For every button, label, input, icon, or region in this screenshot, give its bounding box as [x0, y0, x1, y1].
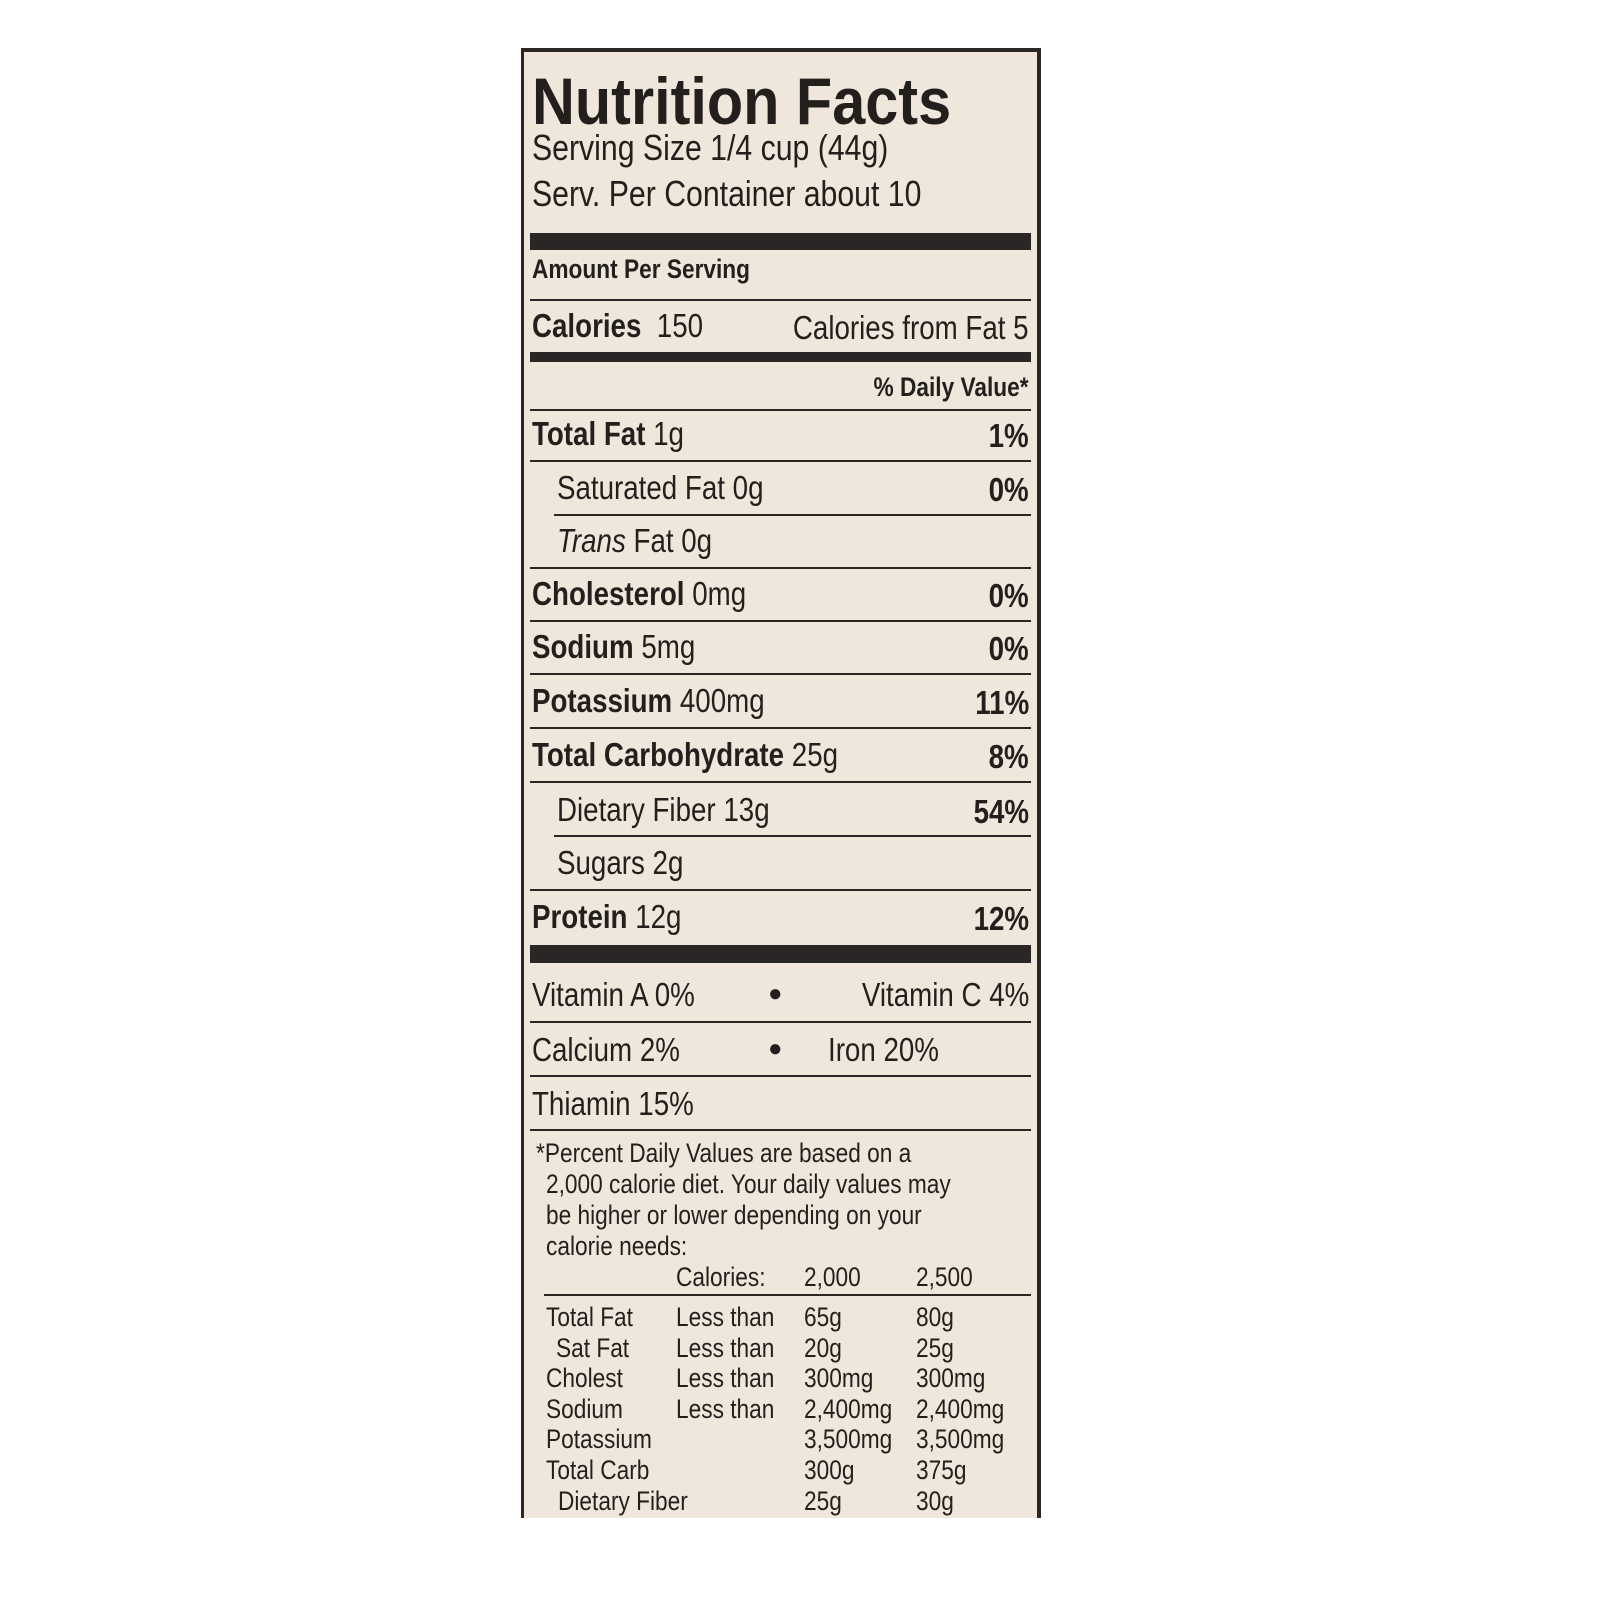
footnote-line: 2,000 calorie diet. Your daily values ma…	[546, 1169, 951, 1199]
thick-divider	[530, 945, 1031, 963]
footnote-line: *Percent Daily Values are based on a	[536, 1138, 912, 1168]
serving-size: Serving Size 1/4 cup (44g)	[532, 127, 889, 168]
ref-cell-nutrient: Potassium	[546, 1424, 652, 1455]
ref-header-2000: 2,000	[804, 1262, 861, 1292]
ref-cell-c2000: 25g	[804, 1485, 842, 1516]
divider	[544, 1294, 1031, 1296]
ref-cell-qualifier: Less than	[676, 1363, 775, 1394]
ref-cell-nutrient: Total Fat	[546, 1302, 633, 1332]
iron: Iron 20%	[828, 1031, 939, 1068]
nutrient-total-carbohydrate: Total Carbohydrate 25g	[532, 736, 839, 773]
footnote-line: be higher or lower depending on your	[546, 1200, 922, 1230]
divider	[530, 567, 1031, 569]
calories-value: 150	[656, 307, 704, 344]
divider	[530, 889, 1031, 891]
dv-cholesterol: 0%	[988, 577, 1029, 614]
calories-label: Calories	[532, 307, 642, 344]
calories-row: Calories 150	[532, 306, 736, 346]
medium-divider	[530, 352, 1031, 362]
servings-per-container: Serv. Per Container about 10	[532, 173, 922, 214]
divider	[530, 460, 1031, 462]
nutrient-cholesterol: Cholesterol 0mg	[532, 575, 747, 612]
nutrient-sodium: Sodium 5mg	[532, 628, 696, 665]
ref-cell-c2000: 2,400mg	[804, 1393, 893, 1424]
vitamin-a: Vitamin A 0%	[532, 976, 695, 1013]
nutrient-potassium: Potassium 400mg	[532, 682, 765, 719]
ref-cell-c2500: 300mg	[916, 1363, 986, 1394]
bullet-icon: ●	[768, 980, 783, 1007]
ref-cell-nutrient: Dietary Fiber	[558, 1485, 688, 1516]
divider	[530, 781, 1031, 783]
ref-cell-c2500: 375g	[916, 1455, 967, 1485]
ref-header-calories: Calories:	[676, 1262, 766, 1292]
nutrition-facts-label: Nutrition Facts Serving Size 1/4 cup (44…	[521, 48, 1041, 1518]
ref-cell-c2000: 20g	[804, 1332, 842, 1363]
divider	[530, 299, 1031, 301]
ref-cell-c2000: 65g	[804, 1302, 842, 1332]
dv-total-carbohydrate: 8%	[988, 738, 1029, 775]
footnote-line: calorie needs:	[546, 1231, 688, 1261]
dv-saturated-fat: 0%	[988, 471, 1029, 508]
divider	[554, 514, 1031, 516]
ref-cell-c2500: 3,500mg	[916, 1424, 1005, 1455]
nutrient-total-fat: Total Fat 1g	[532, 415, 684, 452]
ref-cell-nutrient: Sodium	[546, 1393, 623, 1424]
divider	[530, 409, 1031, 411]
amount-per-serving: Amount Per Serving	[532, 254, 751, 284]
ref-cell-c2500: 80g	[916, 1302, 954, 1332]
nutrient-trans-fat: Trans Fat 0g	[557, 522, 713, 559]
ref-cell-c2000: 300mg	[804, 1363, 874, 1394]
divider	[530, 620, 1031, 622]
calcium: Calcium 2%	[532, 1031, 680, 1068]
divider	[530, 727, 1031, 729]
nutrient-protein: Protein 12g	[532, 898, 682, 935]
divider	[554, 835, 1031, 837]
ref-cell-c2000: 3,500mg	[804, 1424, 893, 1455]
ref-cell-c2500: 30g	[916, 1485, 954, 1516]
divider	[530, 1021, 1031, 1023]
thiamin: Thiamin 15%	[532, 1085, 694, 1122]
dv-total-fat: 1%	[988, 417, 1029, 454]
nutrient-saturated-fat: Saturated Fat 0g	[557, 469, 764, 506]
ref-cell-c2000: 300g	[804, 1455, 855, 1485]
nutrient-sugars: Sugars 2g	[557, 844, 684, 881]
divider	[530, 673, 1031, 675]
divider	[530, 1075, 1031, 1077]
dv-dietary-fiber: 54%	[973, 793, 1029, 830]
vitamin-c: Vitamin C 4%	[861, 976, 1029, 1013]
daily-value-header: % Daily Value*	[873, 372, 1029, 402]
ref-cell-qualifier: Less than	[676, 1332, 775, 1363]
label-title: Nutrition Facts	[532, 64, 952, 138]
bullet-icon: ●	[768, 1035, 783, 1062]
ref-header-2500: 2,500	[916, 1262, 973, 1292]
dv-sodium: 0%	[988, 630, 1029, 667]
ref-cell-c2500: 25g	[916, 1332, 954, 1363]
ref-cell-qualifier: Less than	[676, 1302, 775, 1332]
ref-cell-qualifier: Less than	[676, 1393, 775, 1424]
thick-divider	[530, 233, 1031, 250]
dv-potassium: 11%	[975, 684, 1029, 721]
ref-cell-c2500: 2,400mg	[916, 1393, 1005, 1424]
ref-cell-nutrient: Cholest	[546, 1363, 623, 1394]
calories-from-fat: Calories from Fat 5	[793, 309, 1029, 346]
ref-cell-nutrient: Sat Fat	[556, 1332, 630, 1363]
dv-protein: 12%	[973, 900, 1029, 937]
ref-cell-nutrient: Total Carb	[546, 1455, 650, 1485]
nutrient-dietary-fiber: Dietary Fiber 13g	[557, 791, 770, 828]
divider	[530, 1129, 1031, 1131]
